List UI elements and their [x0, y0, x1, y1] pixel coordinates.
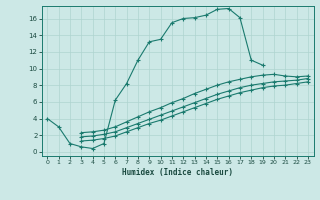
- X-axis label: Humidex (Indice chaleur): Humidex (Indice chaleur): [122, 168, 233, 177]
